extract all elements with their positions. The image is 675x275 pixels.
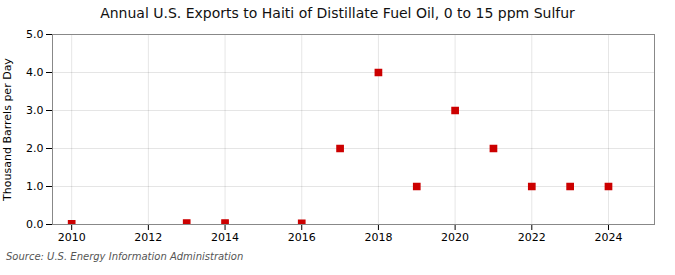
svg-text:0.0: 0.0 — [26, 218, 44, 231]
svg-text:2.0: 2.0 — [26, 142, 44, 155]
svg-text:2022: 2022 — [518, 231, 546, 244]
svg-text:2018: 2018 — [364, 231, 392, 244]
svg-text:1.0: 1.0 — [26, 180, 44, 193]
svg-text:4.0: 4.0 — [26, 66, 44, 79]
svg-text:2024: 2024 — [594, 231, 622, 244]
svg-text:Thousand Barrels per Day: Thousand Barrels per Day — [1, 58, 14, 202]
svg-text:2016: 2016 — [288, 231, 316, 244]
svg-text:5.0: 5.0 — [26, 28, 44, 41]
html-text:Annual U.S. Exports to Haiti o: Annual U.S. Exports to Haiti of Distilla… — [100, 5, 575, 21]
html-text:Source: U.S. Energy Informatio: Source: U.S. Energy Information Administ… — [6, 251, 244, 262]
svg-text:2020: 2020 — [441, 231, 469, 244]
svg-text:2012: 2012 — [134, 231, 162, 244]
svg-text:2010: 2010 — [58, 231, 86, 244]
svg-text:3.0: 3.0 — [26, 104, 44, 117]
svg-text:2014: 2014 — [211, 231, 239, 244]
